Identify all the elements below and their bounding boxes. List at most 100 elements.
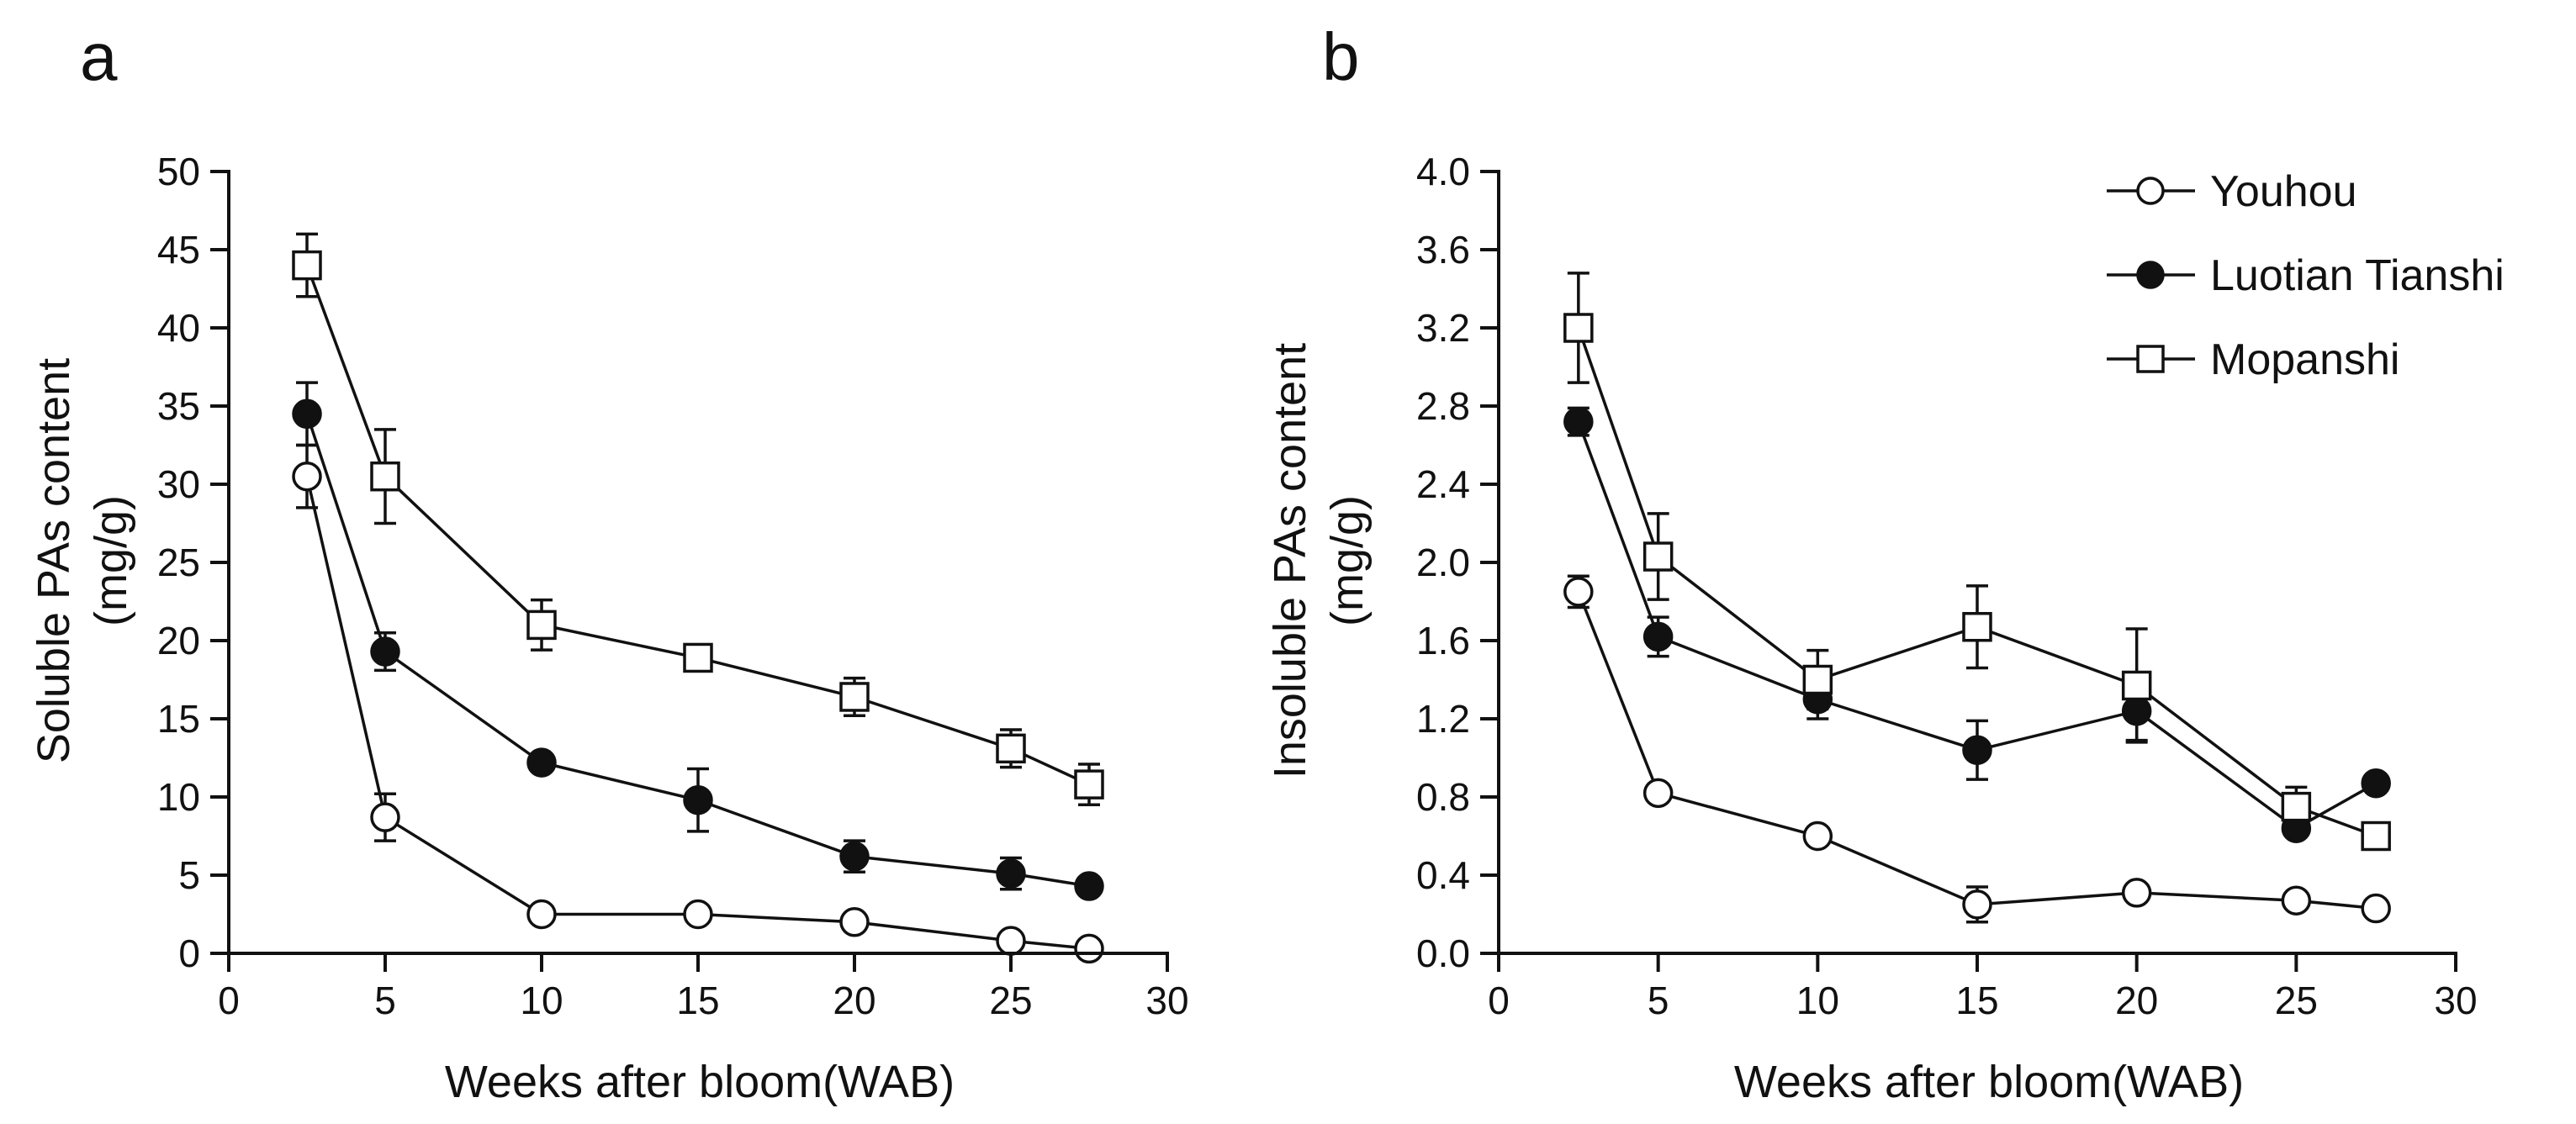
panel-a-x-axis-title: Weeks after bloom(WAB) (445, 1057, 955, 1107)
legend-entry-youhou: Youhou (2107, 167, 2357, 216)
panel-a-point-mopanshi (996, 733, 1026, 764)
panel-b-point-luotian-tianshi (1642, 621, 1674, 652)
panel-a: a 0 5 10 15 20 25 30 35 40 45 50 0 5 10 15 20 25 30 Weeks… (29, 19, 1189, 1107)
panel-b-point-mopanshi (2121, 670, 2152, 701)
panel-b-point-mopanshi (2281, 791, 2312, 822)
panel-b-point-youhou (1802, 821, 1833, 852)
panel-b-series (1563, 272, 2391, 924)
panel-a-x-tick-label: 20 (833, 979, 875, 1022)
panel-a-point-youhou (996, 926, 1026, 956)
panel-a-point-luotian-tianshi (292, 398, 322, 430)
panel-a-point-mopanshi (370, 461, 400, 492)
panel-a-y-tick-label: 35 (157, 384, 200, 428)
panel-b-y-axis-title-line2: (mg/g) (1322, 495, 1373, 626)
panel-a-point-youhou (370, 802, 400, 832)
panel-b-point-youhou (2121, 878, 2152, 908)
panel-a-y-tick-label: 20 (157, 619, 200, 662)
panel-b-point-mopanshi (1962, 611, 1992, 642)
legend-label-mopanshi: Mopanshi (2210, 335, 2399, 384)
panel-a-y-tick-label: 5 (178, 853, 200, 897)
panel-a-point-luotian-tianshi (370, 636, 400, 667)
panel-a-x-tick-label: 0 (218, 979, 240, 1022)
panel-a-y-tick-label: 15 (157, 697, 200, 741)
legend-marker-luotian-tianshi (2136, 261, 2165, 289)
panel-a-point-mopanshi (683, 642, 713, 673)
panel-a-y-tick-label: 10 (157, 775, 200, 819)
panel-a-point-youhou (526, 899, 557, 930)
panel-b-point-luotian-tianshi (1563, 406, 1594, 437)
panel-a-point-youhou (1074, 933, 1104, 964)
panel-a-series-line-youhou (305, 476, 1090, 951)
panel-b-point-mopanshi (1642, 541, 1674, 572)
panel-a-x-tick-label: 10 (520, 979, 563, 1022)
legend-entry-mopanshi: Mopanshi (2107, 335, 2399, 384)
panel-a-x-tick-label: 25 (989, 979, 1032, 1022)
panel-a-point-youhou (839, 907, 870, 937)
panel-b-x-tick-label: 10 (1796, 979, 1839, 1022)
panel-b: b 0.0 0.4 0.8 1.2 1.6 2.0 2.4 2.8 3.2 3.6 4.0 0 5 10 1… (1265, 19, 2505, 1107)
panel-b-y-tick-label: 3.6 (1416, 228, 1470, 272)
panel-a-series (292, 232, 1104, 964)
panel-a-label: a (80, 19, 118, 94)
legend-marker-mopanshi (2136, 345, 2165, 373)
panel-a-point-mopanshi (1074, 769, 1104, 799)
panel-b-point-youhou (1563, 577, 1594, 607)
panel-b-x-axis-title: Weeks after bloom(WAB) (1734, 1057, 2244, 1107)
panel-a-y-tick-label: 50 (157, 150, 200, 193)
panel-a-point-mopanshi (292, 250, 322, 281)
panel-b-point-luotian-tianshi (2361, 768, 2391, 799)
panel-b-y-tick-label: 1.6 (1416, 619, 1470, 662)
panel-b-y-tick-label: 0.0 (1416, 931, 1470, 975)
panel-b-point-youhou (2281, 885, 2312, 916)
panel-a-point-luotian-tianshi (839, 841, 870, 872)
panel-b-y-tick-label: 0.4 (1416, 853, 1470, 897)
panel-a-point-luotian-tianshi (1074, 871, 1104, 901)
panel-a-point-youhou (683, 899, 713, 930)
panel-b-label: b (1322, 19, 1360, 94)
panel-a-y-tick-label: 40 (157, 306, 200, 350)
panel-a-point-luotian-tianshi (996, 858, 1026, 889)
legend-marker-youhou (2136, 177, 2165, 205)
panel-b-y-axis-title-line1: Insoluble PAs content (1265, 343, 1315, 778)
panel-b-point-mopanshi (1802, 664, 1833, 695)
panel-b-y-tick-label: 2.0 (1416, 541, 1470, 584)
panel-a-point-mopanshi (526, 609, 557, 641)
panel-b-point-youhou (1642, 778, 1674, 809)
panel-a-series-line-mopanshi (305, 264, 1090, 786)
panel-a-y-tick-label: 0 (178, 931, 200, 975)
panel-a-point-luotian-tianshi (683, 784, 713, 815)
panel-a-y-axis-title-line2: (mg/g) (86, 495, 136, 626)
panel-b-x-tick-label: 5 (1648, 979, 1669, 1022)
panel-a-y-tick-label: 30 (157, 462, 200, 506)
panel-a-y-axis-title-line1: Soluble PAs content (29, 358, 79, 763)
panel-b-x-tick-label: 20 (2115, 979, 2158, 1022)
legend-label-youhou: Youhou (2210, 167, 2357, 216)
panel-a-x-tick-label: 5 (374, 979, 396, 1022)
panel-b-y-tick-label: 1.2 (1416, 697, 1470, 741)
panel-b-point-mopanshi (2361, 821, 2391, 852)
legend: Youhou Luotian Tianshi Mopanshi (2107, 167, 2505, 384)
panel-a-point-mopanshi (839, 682, 870, 712)
panel-b-point-youhou (2361, 893, 2391, 924)
panel-b-point-mopanshi (1563, 313, 1594, 343)
panel-b-x-tick-label: 0 (1488, 979, 1510, 1022)
panel-b-y-tick-label: 0.8 (1416, 775, 1470, 819)
panel-b-y-tick-label: 2.8 (1416, 384, 1470, 428)
panel-a-x-tick-label: 30 (1145, 979, 1188, 1022)
panel-b-point-youhou (1962, 889, 1992, 920)
legend-label-luotian-tianshi: Luotian Tianshi (2210, 251, 2505, 300)
panel-b-x-tick-label: 25 (2275, 979, 2318, 1022)
panel-a-axes: 0 5 10 15 20 25 30 35 40 45 50 0 5 10 15 20 25 30 (157, 150, 1189, 1022)
panel-b-x-tick-label: 30 (2434, 979, 2477, 1022)
panel-a-point-youhou (292, 461, 322, 492)
panel-a-point-luotian-tianshi (526, 747, 557, 778)
panel-a-y-tick-label: 45 (157, 228, 200, 272)
panel-b-y-tick-label: 4.0 (1416, 150, 1470, 193)
panel-b-axes: 0.0 0.4 0.8 1.2 1.6 2.0 2.4 2.8 3.2 3.6 4.0 0 5 10 15 2… (1416, 150, 2478, 1022)
panel-b-point-luotian-tianshi (1962, 735, 1992, 765)
panel-b-y-tick-label: 2.4 (1416, 462, 1470, 506)
panel-a-y-tick-label: 25 (157, 541, 200, 584)
legend-entry-luotian-tianshi: Luotian Tianshi (2107, 251, 2505, 300)
panel-b-point-luotian-tianshi (2121, 695, 2152, 726)
